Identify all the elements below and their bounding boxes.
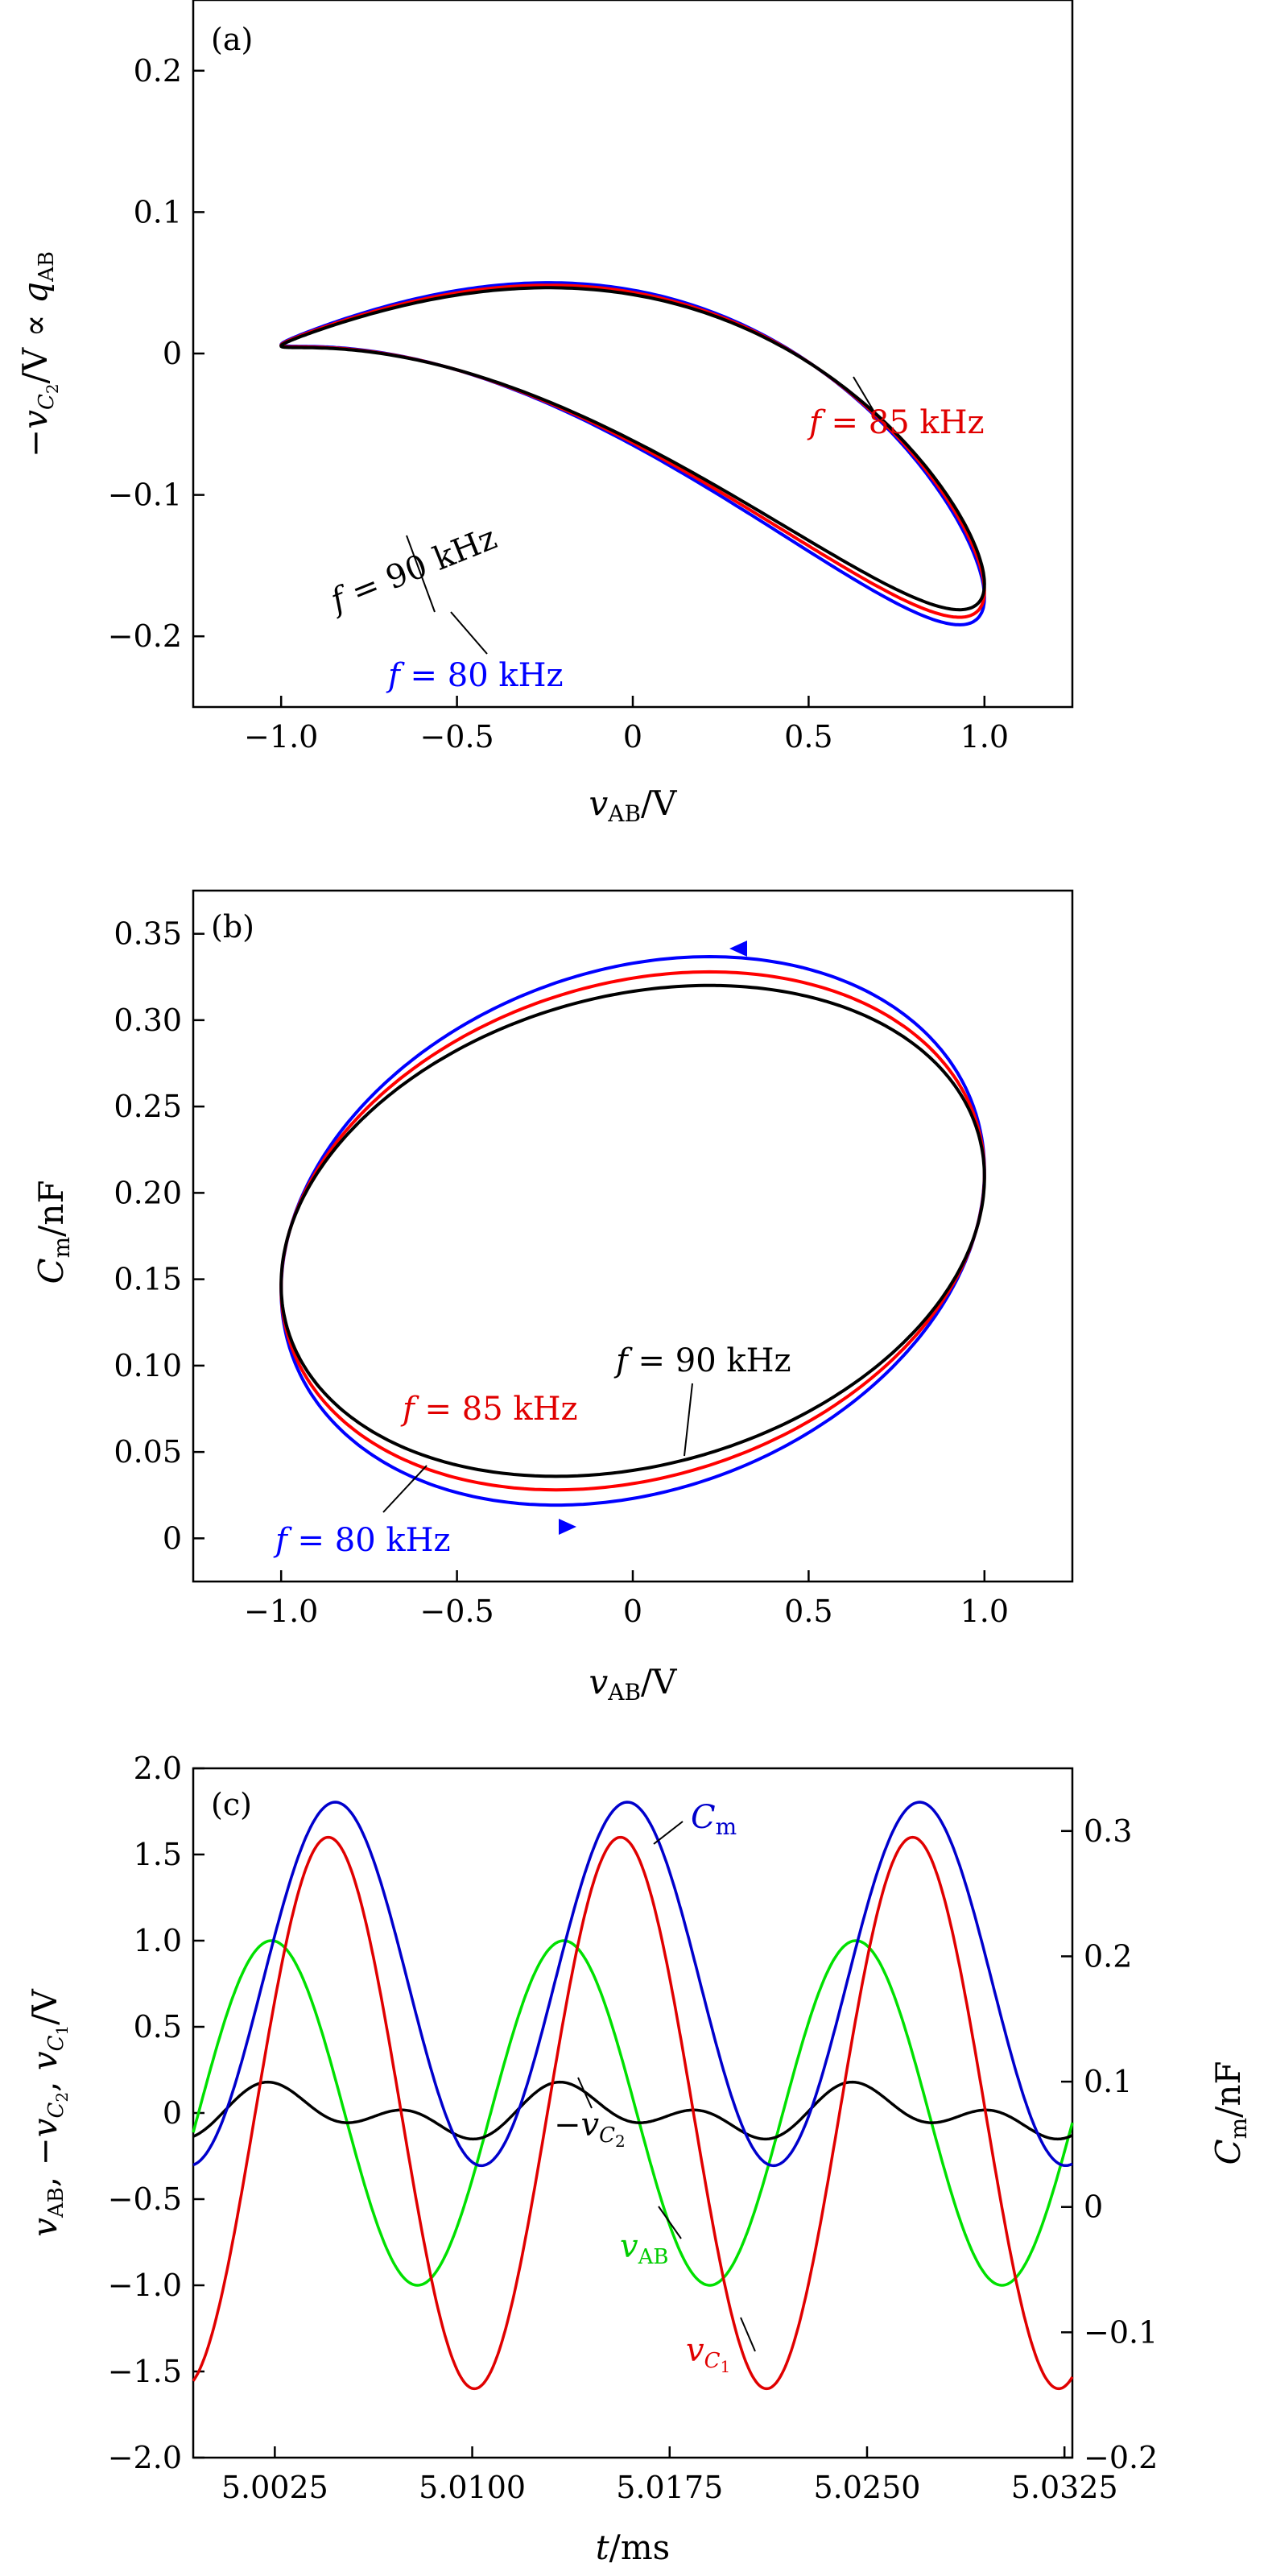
x-tick-label: 5.0250: [813, 2470, 920, 2505]
y-tick-label: −0.1: [108, 478, 182, 513]
y-tick-label: 0.5: [134, 2009, 182, 2045]
x-axis-label-a: vAB/V: [589, 784, 677, 827]
direction-arrow-top: [729, 941, 747, 957]
x-tick-label: 0: [623, 719, 642, 755]
series-a-f-90-khz: [279, 286, 986, 612]
annotation-90khz-a: f = 90 kHz: [324, 519, 502, 620]
leader-vc1-c: [740, 2317, 756, 2352]
x-tick-label: −0.5: [419, 1594, 494, 1629]
series-b-f-85-khz: [279, 970, 986, 1492]
plot-frame-a: [192, 0, 1074, 709]
panel-label-c: (c): [211, 1787, 252, 1822]
leader-80-b: [382, 1465, 427, 1513]
direction-arrow-bottom: [559, 1519, 576, 1535]
plot-frame-c: [192, 1767, 1074, 2459]
y-right-tick-label: 0.2: [1084, 1938, 1132, 1974]
y-tick-label: −0.2: [108, 618, 182, 654]
panel-label-a: (a): [211, 22, 253, 57]
x-tick-label: −1.0: [244, 719, 318, 755]
x-axis-label-b: vAB/V: [589, 1662, 677, 1706]
annotation-80khz-a: f = 80 kHz: [386, 657, 564, 694]
series-c-v-ab: [192, 1939, 1074, 2287]
leader-80-a: [450, 611, 488, 655]
x-tick-label: 1.0: [960, 1594, 1009, 1629]
y-tick-label: 0.1: [134, 194, 182, 229]
ticks-c: 5.0025 5.0100 5.0175 5.0250 5.0325 −2.0 −1.5 −1…: [108, 1751, 1159, 2505]
series-c-v-c1: [192, 1835, 1074, 2391]
panel-b: −1.0 −0.5 0 0.5 1.0 0 0.05 0.10 0.15 0.20 0.25 0.30…: [31, 889, 1074, 1706]
y-tick-label: 0: [163, 2095, 182, 2131]
leader-85-a: [853, 376, 874, 411]
y-tick-label: 1.0: [134, 1923, 182, 1958]
series-c-c-m: [192, 1801, 1073, 2168]
curves-c: [192, 1801, 1074, 2391]
panel-a: −1.0 −0.5 0 0.5 1.0 −0.2 −0.1 0 0.1 0.2 (a) f = 8…: [15, 0, 1074, 827]
y-axis-label-c: vAB, −vC2, vC1/V: [25, 1989, 72, 2237]
y-tick-label: 0.05: [114, 1434, 182, 1470]
annotation-vc1-c: vC1: [686, 2332, 730, 2376]
y-right-tick-label: 0: [1084, 2189, 1103, 2225]
annotation-cm-c: Cm: [691, 1799, 737, 1840]
y-tick-label: 2.0: [134, 1751, 182, 1786]
annotation-85khz-a: f = 85 kHz: [807, 404, 985, 441]
y-tick-label: −2.0: [108, 2440, 182, 2475]
y-tick-label: 0.30: [114, 1003, 182, 1038]
y-right-tick-label: −0.1: [1084, 2314, 1158, 2350]
curves-a: [279, 281, 986, 626]
y-axis-label-a: −vC2/V ∝ qAB: [15, 251, 62, 457]
y-tick-label: 0.20: [114, 1175, 182, 1210]
y-tick-label: 0.15: [114, 1262, 182, 1297]
annotation-vab-c: vAB: [620, 2228, 669, 2269]
y-right-tick-label: −0.2: [1084, 2440, 1158, 2475]
y-tick-label: 0.10: [114, 1348, 182, 1383]
x-tick-label: 0.5: [784, 719, 832, 755]
x-tick-label: −1.0: [244, 1594, 318, 1629]
y-tick-label: 0: [163, 1520, 182, 1556]
panel-label-b: (b): [211, 909, 254, 945]
leader-vc2-c: [577, 2077, 593, 2109]
leader-90-a: [406, 535, 436, 613]
x-tick-label: 5.0100: [419, 2470, 526, 2505]
x-tick-label: 1.0: [960, 719, 1009, 755]
ticks-b: −1.0 −0.5 0 0.5 1.0 0 0.05 0.10 0.15 0.20 0.25 0.30…: [114, 916, 1009, 1629]
series-b-f-90-khz: [279, 983, 986, 1478]
y-tick-label: 1.5: [134, 1837, 182, 1872]
annotation-80khz-b: f = 80 kHz: [273, 1522, 451, 1559]
x-axis-label-c: t/ms: [596, 2528, 670, 2567]
series-b-f-80-khz: [279, 954, 986, 1507]
x-tick-label: 5.0325: [1011, 2470, 1118, 2505]
panel-c: 5.0025 5.0100 5.0175 5.0250 5.0325 −2.0 −1.5 −1…: [25, 1751, 1252, 2567]
y-axis-label-b: Cm/nF: [31, 1180, 75, 1284]
y-tick-label: −1.0: [108, 2268, 182, 2303]
leader-vab-c: [658, 2206, 682, 2239]
y-tick-label: 0: [163, 336, 182, 371]
leader-cm-c: [653, 1821, 684, 1845]
x-tick-label: 0.5: [784, 1594, 832, 1629]
y-tick-label: 0.25: [114, 1089, 182, 1124]
plot-frame-b: [192, 889, 1074, 1583]
y-tick-label: 0.35: [114, 916, 182, 952]
curves-b: [279, 941, 986, 1535]
series-c-v-c2: [192, 2080, 1073, 2141]
x-tick-label: 5.0025: [221, 2470, 328, 2505]
y-axis-label-right-c: Cm/nF: [1208, 2061, 1252, 2165]
annotation-85khz-b: f = 85 kHz: [400, 1391, 578, 1428]
y-right-tick-label: 0.3: [1084, 1813, 1132, 1849]
leader-90-b: [684, 1383, 693, 1457]
x-tick-label: 5.0175: [616, 2470, 723, 2505]
y-tick-label: 0.2: [134, 53, 182, 89]
y-tick-label: −0.5: [108, 2181, 182, 2217]
y-right-tick-label: 0.1: [1084, 2064, 1132, 2099]
x-tick-label: −0.5: [419, 719, 494, 755]
annotation-90khz-b: f = 90 kHz: [613, 1342, 791, 1379]
y-tick-label: −1.5: [108, 2354, 182, 2389]
x-tick-label: 0: [623, 1594, 642, 1629]
ticks-a: −1.0 −0.5 0 0.5 1.0 −0.2 −0.1 0 0.1 0.2: [108, 53, 1009, 755]
